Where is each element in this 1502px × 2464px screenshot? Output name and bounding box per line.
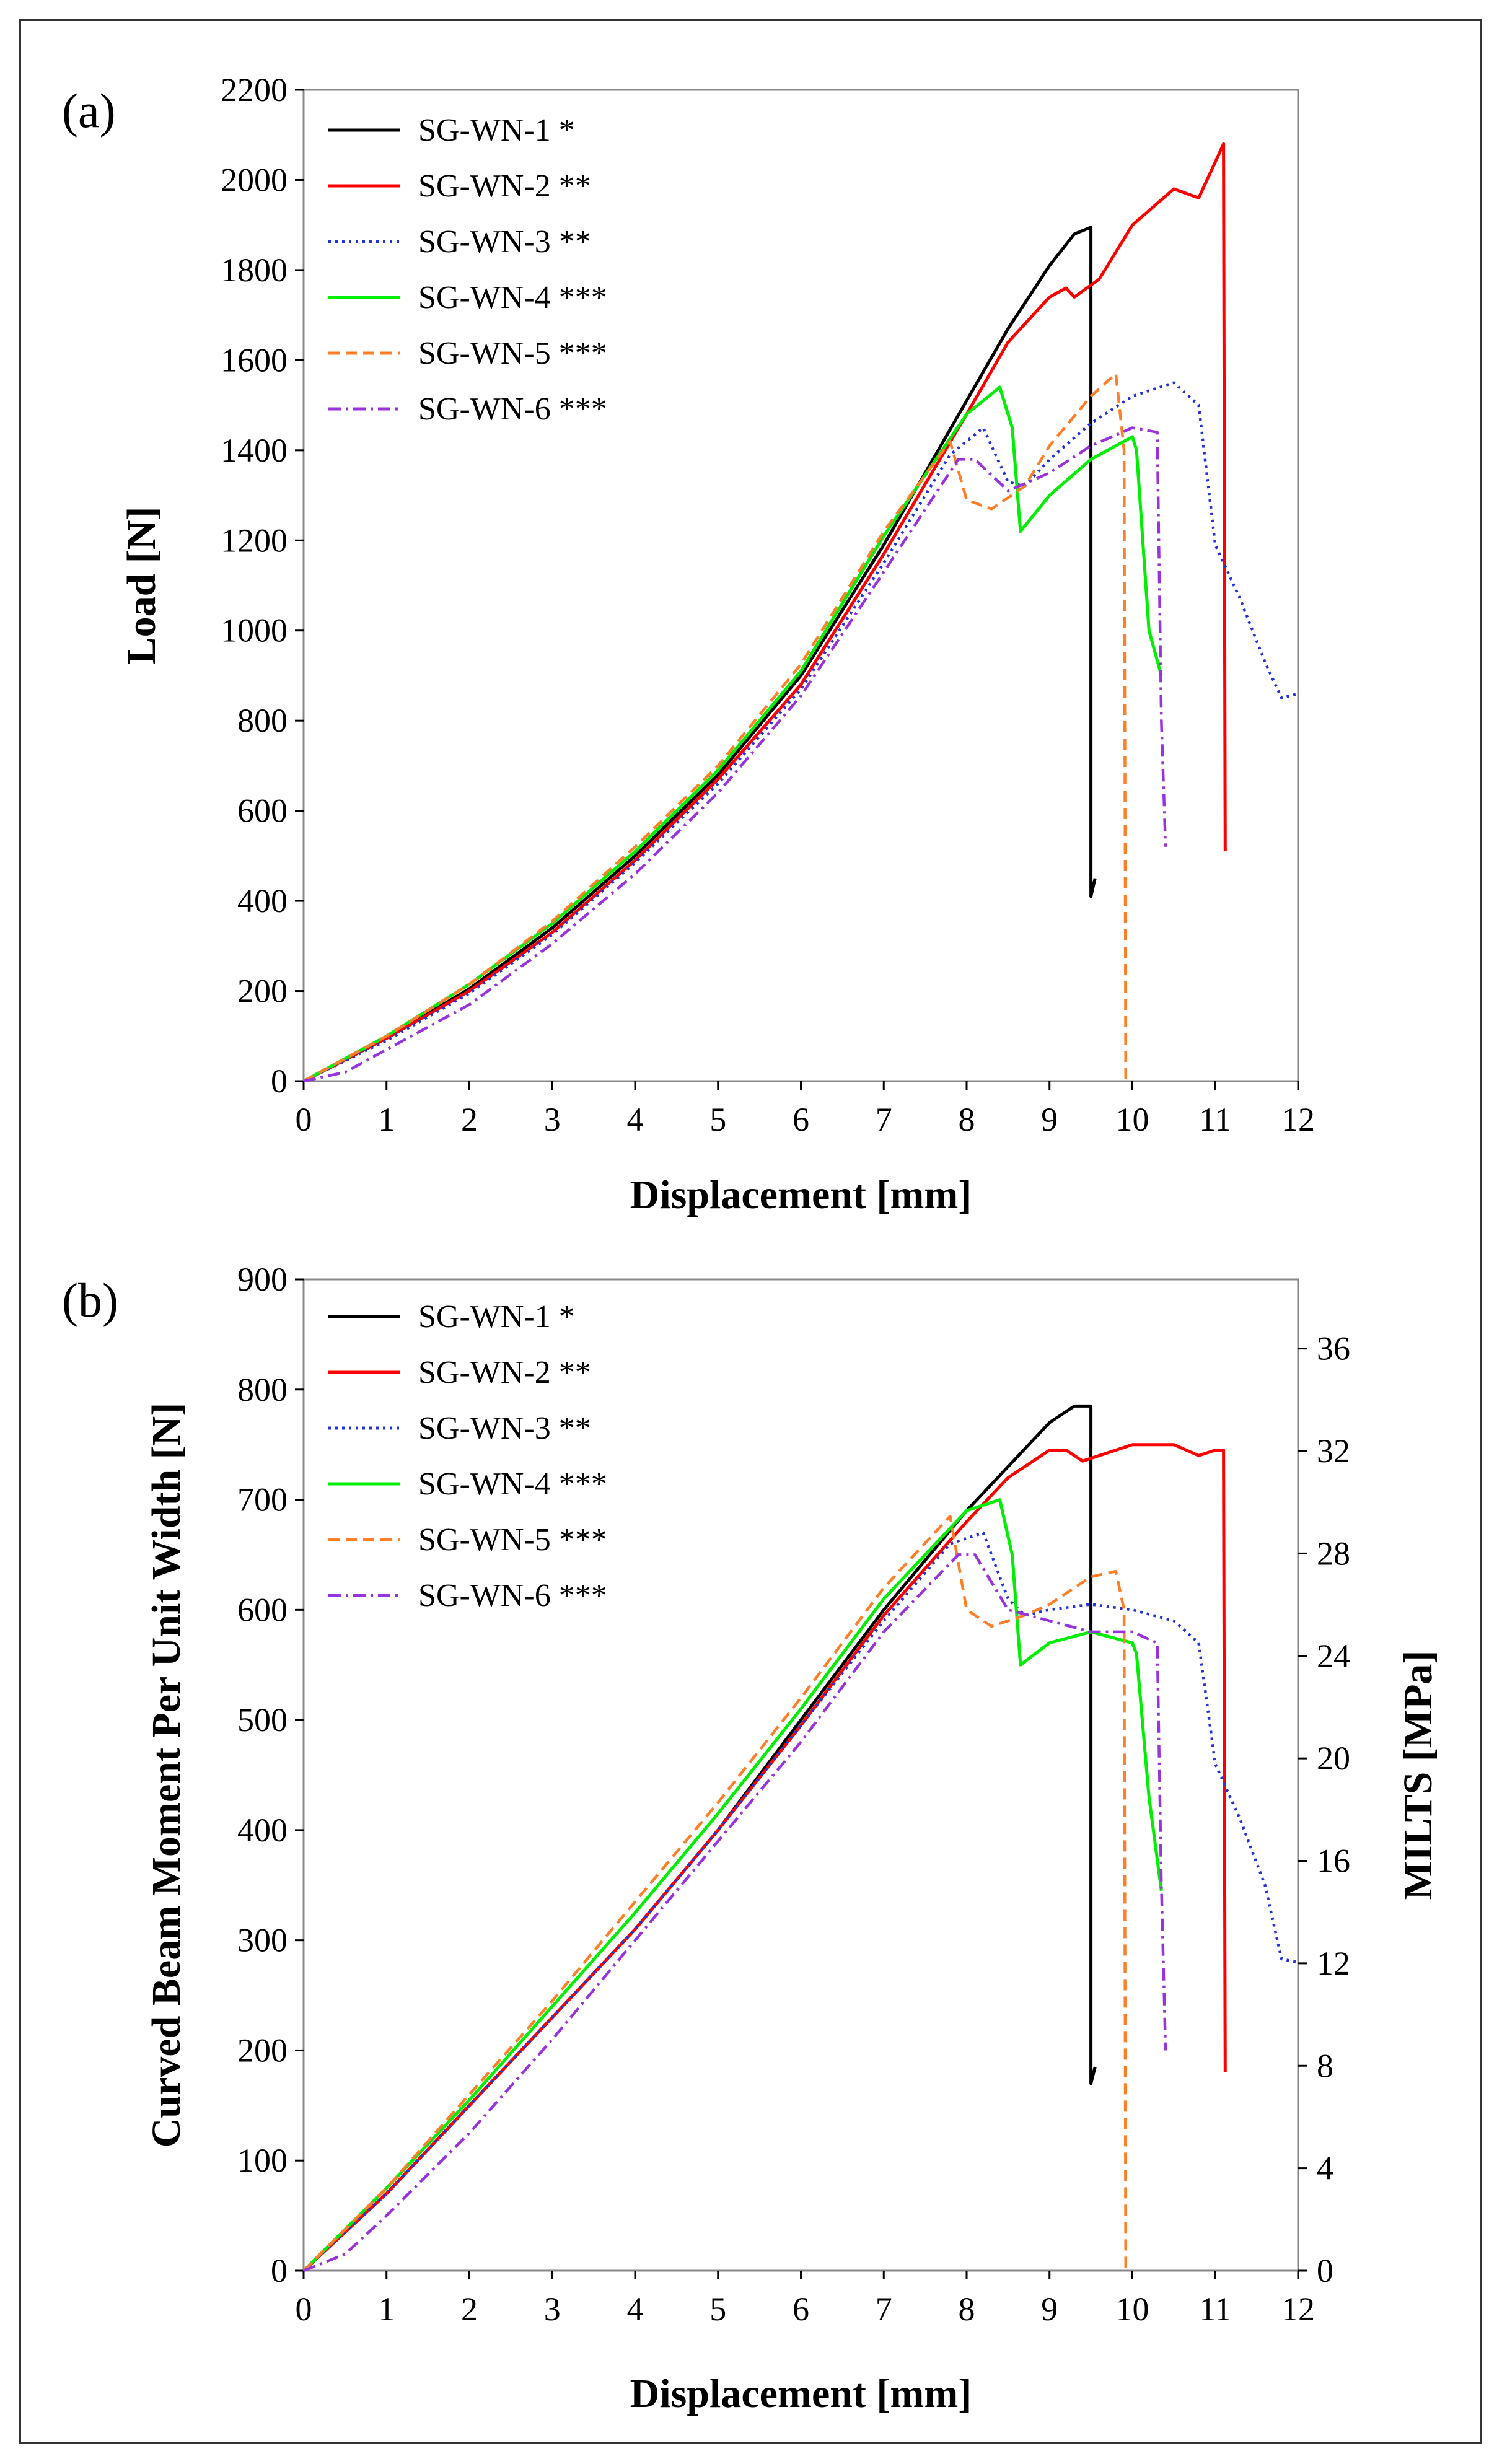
- legend-label: SG-WN-2 **: [418, 1355, 591, 1390]
- x-tick-label: 10: [1116, 1101, 1149, 1138]
- legend-label: SG-WN-1 *: [418, 113, 575, 148]
- y-tick-label: 200: [237, 2032, 288, 2069]
- series-line-3: [302, 1531, 1299, 2272]
- x-tick-label: 2: [461, 1101, 478, 1138]
- y-right-tick-label: 28: [1317, 1535, 1350, 1572]
- x-tick-label: 5: [709, 1101, 726, 1138]
- legend-label: SG-WN-5 ***: [418, 1522, 607, 1558]
- legend-label: SG-WN-3 **: [418, 224, 591, 260]
- legend-label: SG-WN-3 **: [418, 1411, 591, 1446]
- y-tick-label: 800: [237, 1371, 288, 1408]
- legend: SG-WN-1 * SG-WN-2 ** SG-WN-3 ** SG-WN-4 ***…: [328, 1299, 607, 1613]
- figure-frame: [19, 19, 1482, 2444]
- series-line-5: [302, 1514, 1128, 2272]
- x-tick-label: 2: [461, 2291, 478, 2328]
- legend-label: SG-WN-4 ***: [418, 280, 607, 315]
- x-tick-label: 4: [627, 2291, 644, 2328]
- y-right-tick-label: 16: [1317, 1843, 1350, 1880]
- y-right-tick-label: 20: [1317, 1740, 1350, 1777]
- y-right-tick-label: 4: [1317, 2150, 1333, 2187]
- y-tick-label: 1400: [221, 432, 288, 469]
- x-tick-label: 10: [1116, 2291, 1149, 2328]
- y-tick-label: 2000: [221, 161, 288, 198]
- series-line-4: [302, 385, 1163, 1083]
- x-tick-label: 6: [793, 1101, 809, 1138]
- series-line-6: [303, 1553, 1167, 2273]
- chart-panel-1: 0 1 2 3 4 5 6 7 8 9 10 11 12020040060080010001200140…: [62, 71, 1315, 1217]
- legend-label: SG-WN-2 **: [418, 169, 591, 204]
- x-tick-label: 3: [544, 1101, 561, 1138]
- panel-label: (b): [62, 1273, 118, 1327]
- series-line-2: [302, 1443, 1227, 2272]
- x-tick-label: 3: [544, 2291, 561, 2328]
- x-tick-label: 7: [876, 1101, 892, 1138]
- x-tick-label: 7: [876, 2291, 892, 2328]
- y-tick-label: 1600: [221, 341, 288, 379]
- y-tick-label: 100: [237, 2142, 288, 2179]
- y-right-tick-label: 8: [1317, 2047, 1333, 2084]
- x-tick-label: 9: [1041, 1101, 1058, 1138]
- y-tick-label: 2200: [221, 71, 288, 108]
- series-line-5: [302, 372, 1128, 1082]
- y-tick-label: 400: [237, 882, 288, 919]
- series-line-4: [302, 1498, 1163, 2272]
- x-tick-label: 6: [793, 2291, 809, 2328]
- y-axis-title: Load [N]: [119, 507, 164, 665]
- y-tick-label: 1200: [221, 522, 288, 559]
- x-tick-label: 9: [1041, 2291, 1058, 2328]
- x-tick-label: 0: [296, 1101, 312, 1138]
- x-tick-label: 0: [296, 2291, 312, 2328]
- x-axis-title: Displacement [mm]: [630, 2371, 972, 2416]
- y-right-tick-label: 32: [1317, 1432, 1350, 1470]
- series-line-2: [302, 142, 1227, 1083]
- y-tick-label: 700: [237, 1481, 288, 1519]
- legend-label: SG-WN-4 ***: [418, 1467, 607, 1502]
- y-tick-label: 600: [237, 792, 288, 830]
- y-tick-label: 0: [271, 2252, 288, 2289]
- chart-panel-2: 0 1 2 3 4 5 6 7 8 9 10 11 12010020030040050060070080…: [62, 1261, 1441, 2416]
- series-line-3: [303, 381, 1299, 1083]
- y-tick-label: 600: [237, 1591, 288, 1628]
- legend-label: SG-WN-5 ***: [418, 336, 607, 371]
- x-tick-label: 1: [378, 2291, 395, 2328]
- x-tick-label: 11: [1199, 1101, 1231, 1138]
- x-tick-label: 11: [1199, 2291, 1231, 2328]
- y-tick-label: 1800: [221, 252, 288, 289]
- y-tick-label: 300: [237, 1922, 288, 1959]
- y-right-axis-title: MILTS [MPa]: [1395, 1651, 1441, 1900]
- legend-label: SG-WN-6 ***: [418, 392, 607, 427]
- x-tick-label: 4: [627, 1101, 644, 1138]
- series-line-1: [302, 226, 1097, 1083]
- legend-label: SG-WN-6 ***: [418, 1578, 607, 1613]
- x-tick-label: 12: [1281, 2291, 1315, 2328]
- y-tick-label: 800: [237, 702, 288, 739]
- y-right-tick-label: 24: [1317, 1638, 1350, 1675]
- y-right-tick-label: 12: [1317, 1945, 1350, 1982]
- x-tick-label: 8: [959, 1101, 975, 1138]
- series-line-6: [303, 426, 1167, 1083]
- x-tick-label: 12: [1281, 1101, 1315, 1138]
- panel-label: (a): [62, 84, 116, 138]
- x-tick-label: 5: [709, 2291, 726, 2328]
- legend: SG-WN-1 * SG-WN-2 ** SG-WN-3 ** SG-WN-4 ***…: [328, 113, 607, 427]
- y-right-tick-label: 0: [1317, 2252, 1333, 2289]
- y-right-tick-label: 36: [1317, 1330, 1350, 1367]
- y-tick-label: 400: [237, 1812, 288, 1849]
- x-axis-title: Displacement [mm]: [630, 1172, 972, 1217]
- legend-label: SG-WN-1 *: [418, 1299, 575, 1335]
- y-tick-label: 1000: [221, 612, 288, 649]
- y-tick-label: 200: [237, 973, 288, 1010]
- y-tick-label: 500: [237, 1701, 288, 1738]
- x-tick-label: 1: [378, 1101, 395, 1138]
- y-tick-label: 0: [271, 1063, 288, 1100]
- x-tick-label: 8: [959, 2291, 975, 2328]
- y-axis-title: Curved Beam Moment Per Unit Width [N]: [144, 1403, 189, 2148]
- y-tick-label: 900: [237, 1261, 288, 1298]
